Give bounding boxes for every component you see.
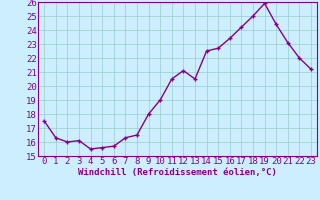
X-axis label: Windchill (Refroidissement éolien,°C): Windchill (Refroidissement éolien,°C) — [78, 168, 277, 177]
